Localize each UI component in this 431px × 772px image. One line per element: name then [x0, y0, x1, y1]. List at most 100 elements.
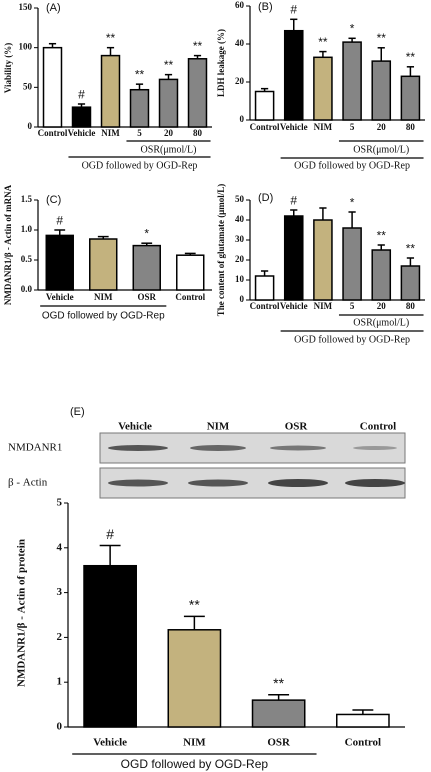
y-tick-label: 0: [28, 121, 33, 131]
significance-label: **: [406, 241, 416, 255]
blot-band: [345, 479, 405, 487]
significance-label: #: [290, 3, 297, 17]
x-tick-label: 5: [350, 122, 355, 132]
lane-label: Vehicle: [118, 421, 152, 433]
significance-label: *: [350, 195, 355, 209]
blot-band: [108, 479, 168, 487]
group-label: OGD followed by OGD-Rep: [294, 160, 410, 171]
x-tick-label: 20: [377, 301, 387, 311]
significance-label: **: [318, 35, 328, 49]
y-tick-label: 0: [57, 721, 63, 733]
y-tick-label: 3: [57, 586, 63, 598]
x-tick-label: OSR: [137, 292, 156, 302]
bar: [371, 249, 392, 301]
y-tick-label: 0: [240, 114, 245, 124]
panel-label: (A): [46, 2, 61, 14]
bar: [336, 713, 390, 728]
x-tick-label: 5: [137, 128, 142, 138]
y-tick-label: 50: [23, 81, 33, 91]
x-tick-label: 80: [193, 128, 203, 138]
bar: [313, 219, 333, 301]
bar: [342, 41, 362, 121]
significance-label: *: [350, 22, 355, 36]
y-tick-label: 20: [235, 76, 245, 86]
bar: [45, 234, 74, 291]
x-tick-label: Control: [250, 122, 280, 132]
y-tick-label: 10: [235, 274, 245, 284]
y-tick-label: 4: [57, 541, 63, 553]
y-axis-label: The content of glutamate (μmol/L): [216, 184, 226, 317]
y-axis-label: NMDANR1/β - Actin of mRNA: [3, 184, 13, 305]
x-tick-label: 20: [164, 128, 174, 138]
bar: [176, 254, 205, 291]
significance-label: #: [290, 193, 297, 207]
panel-label: (E): [70, 406, 85, 418]
bar: [83, 564, 137, 728]
significance-label: **: [135, 68, 145, 82]
significance-label: **: [377, 228, 387, 242]
significance-label: **: [193, 39, 203, 53]
y-tick-label: 0.5: [21, 254, 33, 264]
x-tick-label: NIM: [314, 301, 333, 311]
bar: [254, 275, 275, 301]
significance-label: **: [106, 31, 116, 45]
blot-band: [108, 445, 168, 451]
y-tick-label: 1.5: [21, 194, 33, 204]
bar: [129, 88, 150, 128]
y-tick-label: 5: [57, 497, 63, 509]
bar: [89, 238, 118, 291]
x-tick-label: Vehicle: [68, 128, 96, 138]
x-tick-label: 80: [406, 301, 416, 311]
y-tick-label: 0: [240, 294, 245, 304]
significance-label: **: [189, 597, 200, 613]
blot-band: [268, 479, 328, 487]
row-label: NMDANR1: [8, 442, 62, 454]
y-axis-label: Viability (%): [3, 43, 13, 93]
y-axis-label: NMDANR1/β - Actin of protein: [16, 539, 28, 687]
lane-label: OSR: [285, 421, 309, 433]
bar: [158, 78, 179, 128]
group-label: OSR(μmol/L): [141, 144, 197, 155]
group-label: OGD followed by OGD-Rep: [121, 757, 269, 771]
panel-label: (B): [258, 1, 273, 13]
western-blot: (E) Vehicle NIM OSR Control NMDANR1 β - …: [8, 406, 406, 499]
x-tick-label: NIM: [183, 737, 206, 749]
x-tick-label: NIM: [94, 292, 113, 302]
bar: [283, 29, 304, 121]
blot-band: [190, 445, 246, 451]
x-tick-label: Control: [38, 128, 68, 138]
lane-label: NIM: [207, 421, 230, 433]
y-tick-label: 0.0: [21, 284, 33, 294]
bar: [313, 56, 333, 121]
x-tick-label: 20: [377, 122, 387, 132]
significance-label: **: [273, 675, 284, 691]
y-tick-label: 50: [235, 194, 245, 204]
bar: [132, 244, 161, 291]
x-tick-label: NIM: [314, 122, 333, 132]
group-label: OGD followed by OGD-Rep: [82, 160, 198, 171]
lane-label: Control: [360, 421, 396, 433]
bar: [42, 46, 63, 128]
y-tick-label: 2: [57, 631, 63, 643]
y-tick-label: 150: [19, 2, 33, 12]
group-label: OSR(μmol/L): [353, 317, 409, 328]
x-tick-label: NIM: [101, 128, 120, 138]
y-tick-label: 60: [235, 0, 245, 10]
blot-band: [270, 445, 326, 451]
x-tick-label: Vehicle: [280, 122, 308, 132]
y-tick-label: 40: [235, 214, 245, 224]
y-tick-label: 20: [235, 254, 245, 264]
y-tick-label: 40: [235, 38, 245, 48]
bar: [342, 227, 362, 301]
significance-label: #: [106, 526, 114, 542]
group-label: OSR(μmol/L): [353, 144, 409, 155]
significance-label: *: [144, 227, 149, 241]
bar: [167, 629, 222, 728]
row-label: β - Actin: [8, 477, 48, 489]
x-tick-label: 5: [350, 301, 355, 311]
significance-label: **: [164, 58, 174, 72]
panel-label: (C): [46, 194, 61, 206]
bar: [187, 58, 208, 128]
significance-label: **: [377, 31, 387, 45]
y-axis-label: LDH leakage (%): [216, 29, 226, 97]
